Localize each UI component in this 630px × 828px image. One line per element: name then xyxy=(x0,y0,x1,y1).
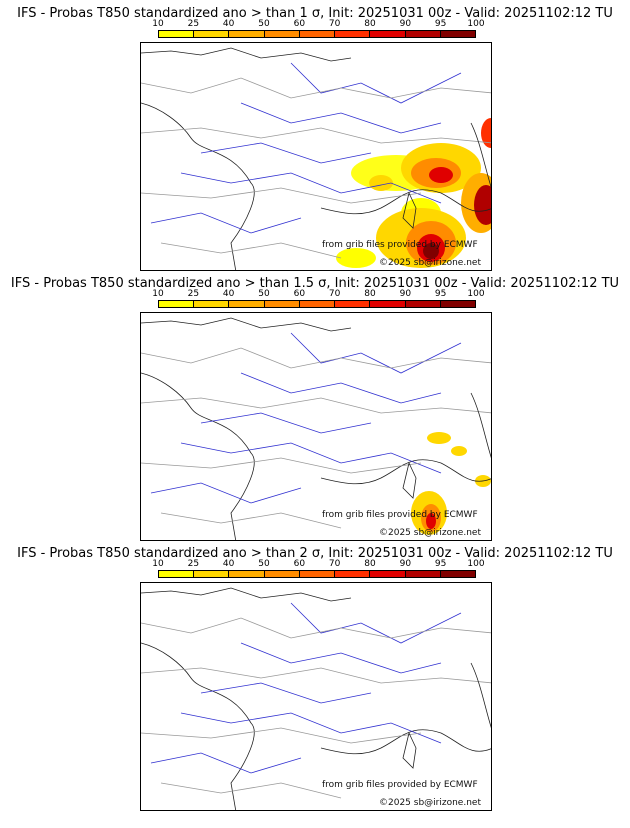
colorbar-swatch xyxy=(264,571,300,577)
colorbar-swatch xyxy=(299,571,336,577)
colorbar-swatch xyxy=(440,301,475,307)
map-svg xyxy=(141,587,491,810)
colorbar-tick-label: 40 xyxy=(222,289,235,299)
colorbar-swatch xyxy=(159,31,195,37)
map-lines xyxy=(141,587,491,810)
colorbar-tick-label: 10 xyxy=(152,559,164,569)
panel-3: IFS - Probas T850 standardized ano > tha… xyxy=(0,546,630,816)
copyright-credit: ©2025 sb@irizone.net xyxy=(379,258,481,268)
colorbar-swatch xyxy=(194,571,230,577)
colorbar-swatch xyxy=(440,31,475,37)
source-credit: from grib files provided by ECMWF xyxy=(322,510,478,520)
colorbar-tick-label: 100 xyxy=(467,19,485,29)
colorbar-tick-label: 80 xyxy=(364,559,376,569)
colorbar-tick-label: 95 xyxy=(434,289,447,299)
panel-1: IFS - Probas T850 standardized ano > tha… xyxy=(0,6,630,276)
colorbar-tick-label: 95 xyxy=(434,19,447,29)
colorbar-ticks: 10 25 40 50 60 70 80 90 95 100 xyxy=(152,559,484,571)
colorbar-tick-label: 25 xyxy=(187,19,200,29)
colorbar-tick-label: 80 xyxy=(364,289,376,299)
colorbar-tick-label: 70 xyxy=(328,19,341,29)
probability-map: from grib files provided by ECMWF ©2025 … xyxy=(140,582,492,811)
colorbar xyxy=(158,570,476,578)
colorbar-tick-label: 60 xyxy=(293,289,306,299)
probability-shading xyxy=(336,118,491,268)
colorbar-tick-label: 95 xyxy=(434,559,447,569)
colorbar-tick-label: 90 xyxy=(399,559,412,569)
colorbar-tick-label: 40 xyxy=(222,19,235,29)
colorbar-swatch xyxy=(370,571,406,577)
colorbar-swatch xyxy=(194,31,230,37)
colorbar-tick-label: 25 xyxy=(187,559,200,569)
copyright-credit: ©2025 sb@irizone.net xyxy=(379,528,481,538)
map-svg xyxy=(141,47,491,270)
panel-title: IFS - Probas T850 standardized ano > tha… xyxy=(17,546,613,561)
colorbar-swatch xyxy=(335,301,371,307)
colorbar-tick-label: 50 xyxy=(258,289,270,299)
colorbar-tick-label: 60 xyxy=(293,559,306,569)
colorbar-tick-label: 50 xyxy=(258,19,270,29)
source-credit: from grib files provided by ECMWF xyxy=(322,780,478,790)
colorbar-tick-label: 90 xyxy=(399,289,412,299)
colorbar-swatch xyxy=(405,301,441,307)
probability-map: from grib files provided by ECMWF ©2025 … xyxy=(140,42,492,271)
colorbar-tick-label: 60 xyxy=(293,19,306,29)
colorbar-tick-label: 90 xyxy=(399,19,412,29)
colorbar-tick-label: 100 xyxy=(467,559,485,569)
colorbar-tick-label: 80 xyxy=(364,19,376,29)
probability-map: from grib files provided by ECMWF ©2025 … xyxy=(140,312,492,541)
colorbar-swatch xyxy=(405,571,441,577)
panel-title: IFS - Probas T850 standardized ano > tha… xyxy=(17,6,613,21)
colorbar xyxy=(158,30,476,38)
map-svg xyxy=(141,317,491,540)
colorbar-tick-label: 10 xyxy=(152,289,164,299)
colorbar-tick-label: 25 xyxy=(187,289,200,299)
source-credit: from grib files provided by ECMWF xyxy=(322,240,478,250)
colorbar-swatch xyxy=(229,301,265,307)
colorbar-swatch xyxy=(229,571,265,577)
colorbar-swatch xyxy=(299,31,336,37)
colorbar-swatch xyxy=(194,301,230,307)
colorbar-tick-label: 100 xyxy=(467,289,485,299)
colorbar xyxy=(158,300,476,308)
panel-2: IFS - Probas T850 standardized ano > tha… xyxy=(0,276,630,546)
colorbar-swatch xyxy=(370,301,406,307)
colorbar-tick-label: 70 xyxy=(328,289,341,299)
colorbar-swatch xyxy=(370,31,406,37)
colorbar-swatch xyxy=(440,571,475,577)
colorbar-swatch xyxy=(229,31,265,37)
colorbar-tick-label: 70 xyxy=(328,559,341,569)
colorbar-swatch xyxy=(159,571,195,577)
colorbar-swatch xyxy=(159,301,195,307)
colorbar-swatch xyxy=(405,31,441,37)
colorbar-swatch xyxy=(299,301,336,307)
map-lines xyxy=(141,317,491,540)
colorbar-swatch xyxy=(335,571,371,577)
colorbar-swatch xyxy=(264,31,300,37)
colorbar-ticks: 10 25 40 50 60 70 80 90 95 100 xyxy=(152,19,484,31)
colorbar-tick-label: 40 xyxy=(222,559,235,569)
colorbar-ticks: 10 25 40 50 60 70 80 90 95 100 xyxy=(152,289,484,301)
colorbar-tick-label: 50 xyxy=(258,559,270,569)
colorbar-tick-label: 10 xyxy=(152,19,164,29)
panel-title: IFS - Probas T850 standardized ano > tha… xyxy=(10,276,620,291)
colorbar-swatch xyxy=(264,301,300,307)
copyright-credit: ©2025 sb@irizone.net xyxy=(379,798,481,808)
colorbar-swatch xyxy=(335,31,371,37)
map-lines xyxy=(141,47,491,270)
